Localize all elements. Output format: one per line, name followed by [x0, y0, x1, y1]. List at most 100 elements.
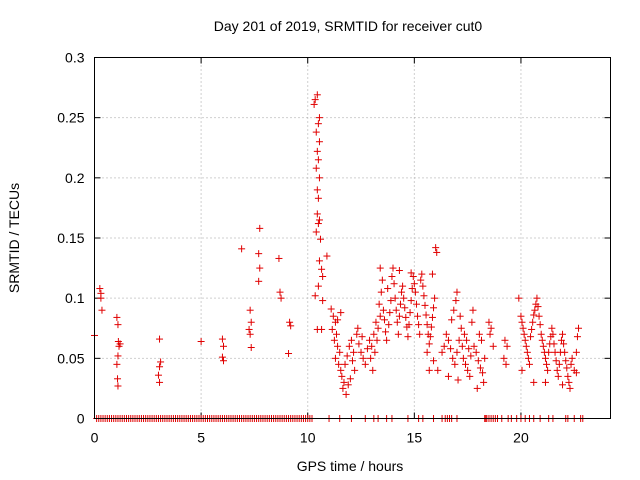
data-point	[555, 360, 563, 368]
x-tick-label: 0	[91, 430, 99, 446]
data-point	[468, 318, 476, 326]
data-point	[382, 328, 390, 336]
y-axis-label: SRMTID / TECUs	[6, 183, 22, 293]
data-point	[538, 336, 546, 344]
data-point	[98, 306, 106, 314]
data-point	[449, 354, 457, 362]
data-point	[476, 364, 484, 372]
data-point	[312, 164, 320, 172]
data-point	[96, 285, 104, 293]
data-point	[529, 318, 537, 326]
data-point	[246, 330, 254, 338]
chart-title: Day 201 of 2019, SRMTID for receiver cut…	[214, 18, 483, 34]
data-point	[315, 216, 323, 224]
data-point	[456, 312, 464, 320]
data-point	[311, 96, 319, 104]
data-point	[479, 369, 487, 377]
data-point	[572, 369, 580, 377]
data-point	[474, 357, 482, 365]
data-point	[549, 330, 557, 338]
data-point	[406, 309, 414, 317]
data-point	[541, 354, 549, 362]
data-point	[452, 297, 460, 305]
data-point	[327, 305, 335, 313]
data-point	[447, 345, 455, 353]
data-point	[353, 330, 361, 338]
data-point	[314, 220, 322, 228]
data-point	[450, 306, 458, 314]
data-point	[156, 335, 164, 343]
data-point	[430, 357, 438, 365]
data-point	[564, 372, 572, 380]
data-point	[354, 324, 362, 332]
y-tick-label: 0.25	[57, 110, 84, 126]
data-point	[116, 340, 124, 348]
data-point	[414, 312, 422, 320]
axis-tick-labels: 0 0.05 0.1 0.15 0.2 0.25 0.3 0 5 10 15 20	[57, 50, 529, 446]
data-point	[114, 321, 122, 329]
data-point	[286, 318, 294, 326]
data-point	[333, 330, 341, 338]
data-point	[379, 306, 387, 314]
data-point	[113, 360, 121, 368]
data-point	[425, 366, 433, 374]
data-point	[318, 325, 326, 333]
data-points	[91, 91, 587, 422]
x-tick-label: 5	[197, 430, 205, 446]
data-point	[544, 366, 552, 374]
data-point	[553, 366, 561, 374]
data-point	[377, 288, 385, 296]
data-point	[528, 325, 536, 333]
data-point	[411, 288, 419, 296]
data-point	[410, 280, 418, 288]
data-point	[368, 342, 376, 350]
data-point	[363, 345, 371, 353]
data-point	[457, 324, 465, 332]
data-point	[220, 357, 227, 365]
data-point	[485, 318, 493, 326]
data-point	[378, 276, 386, 284]
data-point	[489, 342, 497, 350]
data-point	[337, 366, 345, 374]
data-point	[338, 372, 346, 380]
data-point	[220, 342, 227, 350]
data-point	[475, 330, 483, 338]
data-point	[287, 322, 295, 330]
data-point	[361, 360, 369, 368]
data-point	[520, 330, 528, 338]
data-point	[566, 384, 574, 392]
data-point	[318, 265, 326, 273]
data-point	[427, 323, 435, 331]
data-point	[389, 264, 397, 272]
data-point	[218, 335, 226, 343]
data-point	[486, 330, 494, 338]
data-point	[310, 100, 318, 108]
data-point	[537, 330, 545, 338]
data-point	[454, 376, 462, 384]
data-point	[422, 311, 430, 319]
data-point	[425, 340, 433, 348]
data-point	[433, 248, 441, 256]
data-point	[388, 273, 396, 281]
data-point	[399, 282, 407, 290]
data-point	[335, 360, 343, 368]
data-point	[448, 316, 456, 324]
data-point	[444, 372, 452, 380]
data-point	[530, 311, 538, 319]
data-point	[395, 312, 403, 320]
data-point	[451, 360, 459, 368]
data-point	[314, 120, 322, 128]
data-point	[434, 366, 442, 374]
data-point	[395, 266, 403, 274]
data-point	[545, 348, 553, 356]
data-point	[367, 354, 375, 362]
data-point	[343, 352, 351, 360]
data-point	[552, 357, 560, 365]
data-point	[459, 354, 467, 362]
data-point	[315, 257, 323, 265]
data-point	[246, 306, 254, 314]
data-point	[472, 348, 480, 356]
data-point	[247, 344, 255, 352]
data-point	[312, 128, 320, 136]
